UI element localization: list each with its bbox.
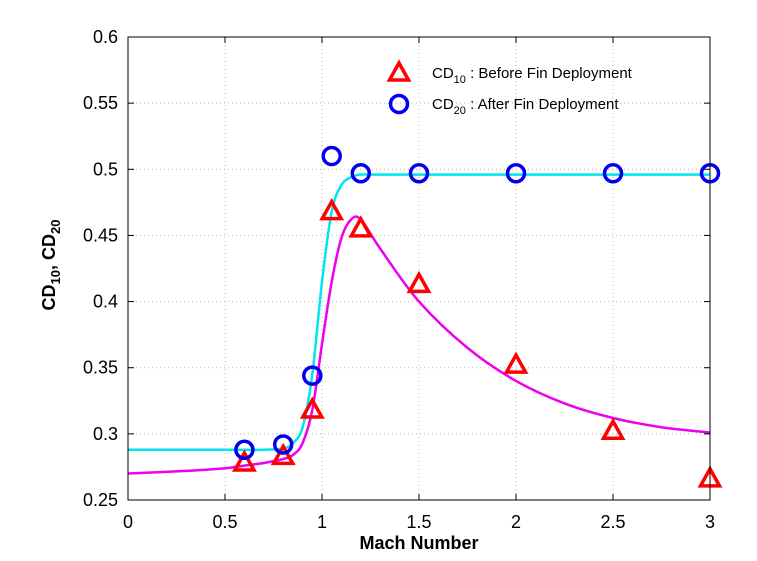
triangle-marker: [503, 351, 529, 374]
x-tick-label: 1: [317, 512, 327, 532]
legend-triangle: [386, 59, 412, 82]
circle-marker: [272, 434, 294, 455]
tick-marks: [127, 36, 711, 501]
x-tick-label: 2.5: [600, 512, 625, 532]
circle-marker: [505, 163, 527, 184]
triangle-marker: [348, 215, 374, 238]
fit-curve-before: [127, 215, 711, 475]
legend-marker-circle: [388, 93, 410, 115]
y-tick-label: 0.6: [93, 27, 118, 47]
y-tick-label: 0.45: [83, 225, 118, 245]
x-tick-label: 2: [511, 512, 521, 532]
circle-marker: [321, 145, 342, 167]
y-tick-label: 0.55: [83, 93, 118, 113]
y-tick-label: 0.5: [93, 159, 118, 179]
legend-entry-before: CD10 : Before Fin Deployment: [432, 65, 633, 86]
y-tick-label: 0.25: [83, 490, 118, 510]
x-tick-label: 0.5: [212, 512, 237, 532]
data-markers: [231, 145, 723, 488]
circle-marker: [408, 163, 430, 184]
y-tick-label: 0.35: [83, 358, 118, 378]
x-tick-labels: 0 0.5 1 1.5 2 2.5 3: [123, 512, 715, 532]
triangle-marker: [299, 396, 325, 419]
legend-marker-triangle: [386, 59, 412, 82]
legend: CD10 : Before Fin Deployment CD20 : Afte…: [386, 59, 633, 117]
x-tick-label: 1.5: [406, 512, 431, 532]
triangle-marker: [270, 442, 296, 466]
triangle-marker: [600, 417, 626, 440]
y-tick-label: 0.3: [93, 424, 118, 444]
x-tick-label: 3: [705, 512, 715, 532]
y-axis-label: CD10, CD20: [39, 220, 63, 311]
fit-curves: [127, 173, 711, 475]
circle-marker: [234, 439, 255, 460]
grid-lines: [128, 37, 710, 500]
legend-circle: [388, 93, 410, 115]
x-axis-label: Mach Number: [359, 533, 478, 553]
circle-marker: [350, 163, 372, 184]
legend-entry-after: CD20 : After Fin Deployment: [432, 96, 619, 117]
triangle-marker: [319, 198, 345, 221]
y-tick-label: 0.4: [93, 292, 118, 312]
y-tick-labels: 0.25 0.3 0.35 0.4 0.45 0.5 0.55 0.6: [83, 27, 118, 510]
x-tick-label: 0: [123, 512, 133, 532]
circle-marker: [302, 365, 323, 386]
triangle-marker: [406, 270, 432, 294]
fit-curve-after: [127, 173, 710, 452]
circle-marker: [602, 163, 624, 184]
triangle-marker: [231, 449, 257, 472]
